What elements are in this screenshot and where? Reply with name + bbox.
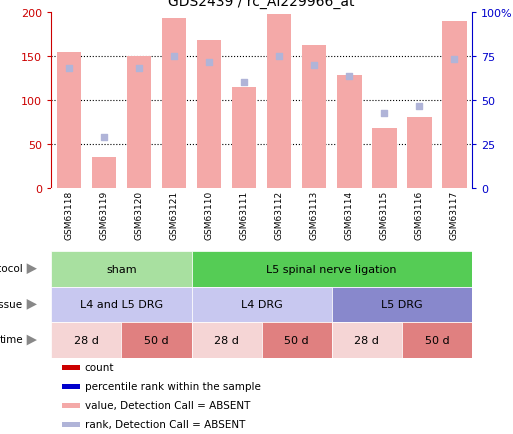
Text: GSM63117: GSM63117 (450, 190, 459, 240)
Point (65, 66, 73, 72)
Text: L4 DRG: L4 DRG (241, 300, 283, 309)
Point (205, 59, 213, 66)
Polygon shape (27, 335, 37, 345)
Bar (302, 46, 326, 188)
Bar (162, 19, 186, 188)
Point (450, 57, 459, 64)
Text: count: count (85, 362, 114, 372)
Point (310, 62, 318, 69)
Bar (267, 15, 291, 188)
Text: percentile rank within the sample: percentile rank within the sample (85, 381, 261, 391)
Bar (122, 322, 191, 358)
Text: GSM63112: GSM63112 (274, 190, 284, 239)
Text: value, Detection Call = ABSENT: value, Detection Call = ABSENT (85, 401, 250, 411)
Bar (191, 322, 262, 358)
Point (415, 103, 423, 110)
Bar (191, 251, 472, 287)
Point (380, 110, 388, 117)
Bar (337, 76, 362, 188)
Bar (402, 322, 472, 358)
Point (170, 53, 178, 60)
Point (345, 73, 353, 80)
Point (240, 80, 248, 87)
Bar (262, 322, 332, 358)
Text: GSM63118: GSM63118 (64, 190, 73, 240)
Bar (51, 287, 191, 322)
Text: rank, Detection Call = ABSENT: rank, Detection Call = ABSENT (85, 420, 245, 430)
Text: 28 d: 28 d (214, 335, 239, 345)
Bar (372, 129, 397, 188)
Text: GSM63115: GSM63115 (380, 190, 389, 240)
Bar (51, 322, 122, 358)
Text: GSM63120: GSM63120 (134, 190, 144, 239)
Bar (332, 322, 402, 358)
Bar (127, 57, 151, 188)
Text: GSM63116: GSM63116 (415, 190, 424, 240)
Text: GSM63110: GSM63110 (205, 190, 213, 240)
Bar (232, 88, 256, 188)
Text: L4 and L5 DRG: L4 and L5 DRG (80, 300, 163, 309)
Text: 28 d: 28 d (354, 335, 379, 345)
Text: protocol: protocol (0, 263, 23, 273)
Polygon shape (27, 299, 37, 310)
Point (275, 53, 283, 60)
Point (100, 134, 108, 141)
Bar (51, 251, 191, 287)
Bar (62, 384, 80, 389)
Bar (92, 158, 116, 188)
Text: time: time (0, 335, 23, 345)
Text: L5 DRG: L5 DRG (381, 300, 423, 309)
Text: 50 d: 50 d (425, 335, 449, 345)
Bar (56, 53, 81, 188)
Text: sham: sham (106, 264, 137, 274)
Bar (197, 41, 221, 188)
Bar (442, 22, 467, 188)
Polygon shape (27, 264, 37, 274)
Bar (191, 287, 332, 322)
Text: tissue: tissue (0, 299, 23, 309)
Bar (62, 365, 80, 370)
Text: GSM63114: GSM63114 (345, 190, 354, 239)
Bar (332, 287, 472, 322)
Title: GDS2439 / rc_AI229966_at: GDS2439 / rc_AI229966_at (168, 0, 355, 9)
Text: 50 d: 50 d (284, 335, 309, 345)
Text: GSM63119: GSM63119 (100, 190, 108, 240)
Text: GSM63121: GSM63121 (169, 190, 179, 239)
Text: 28 d: 28 d (74, 335, 99, 345)
Text: 50 d: 50 d (144, 335, 169, 345)
Bar (62, 422, 80, 427)
Bar (407, 118, 431, 188)
Bar (62, 403, 80, 408)
Point (135, 66, 143, 72)
Text: GSM63113: GSM63113 (310, 190, 319, 240)
Text: GSM63111: GSM63111 (240, 190, 249, 240)
Text: L5 spinal nerve ligation: L5 spinal nerve ligation (266, 264, 397, 274)
